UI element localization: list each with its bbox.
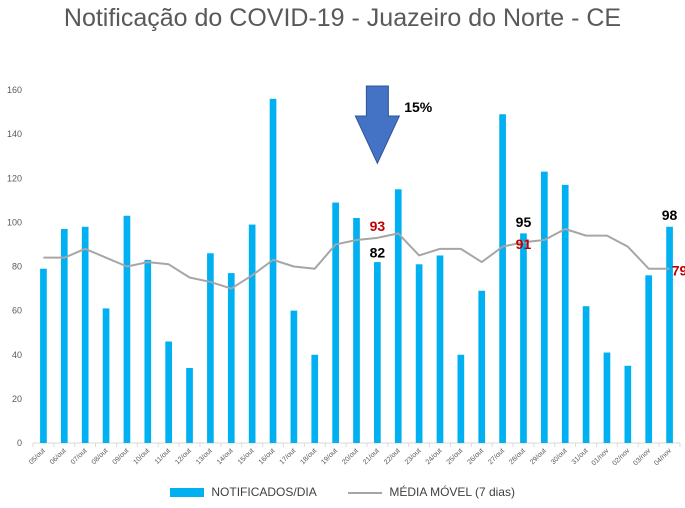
bar: [81, 226, 89, 443]
bar: [561, 184, 569, 443]
y-tick-label: 160: [7, 85, 22, 95]
bar: [415, 264, 423, 443]
bar: [374, 262, 381, 443]
x-tick-label: 09/out: [112, 447, 131, 466]
x-tick-label: 21/out: [362, 447, 381, 466]
y-tick-label: 80: [12, 262, 22, 272]
x-tick-label: 27/out: [487, 447, 506, 466]
bar: [353, 217, 360, 443]
y-tick-label: 0: [17, 438, 22, 448]
x-tick-label: 02/nov: [611, 447, 631, 467]
y-tick-label: 120: [7, 173, 22, 183]
legend-label-line: MÉDIA MÓVEL (7 dias): [389, 484, 515, 499]
x-tick-label: 08/out: [91, 447, 110, 466]
data-label: 79: [672, 262, 685, 278]
bar: [332, 202, 339, 443]
x-tick-label: 10/out: [132, 447, 151, 466]
x-tick-label: 14/out: [216, 447, 235, 466]
bar: [582, 306, 590, 443]
bar: [248, 224, 256, 443]
bar: [645, 275, 653, 443]
chart-title: Notificação do COVID-19 - Juazeiro do No…: [63, 4, 622, 32]
x-tick-label: 22/out: [383, 447, 402, 466]
bar: [436, 255, 444, 443]
y-tick-label: 40: [12, 350, 22, 360]
bar: [666, 226, 673, 443]
legend-label-bars: NOTIFICADOS/DIA: [211, 484, 317, 499]
x-tick-label: 03/nov: [632, 447, 652, 467]
x-tick-label: 06/out: [49, 447, 68, 466]
chart-legend: NOTIFICADOS/DIA MÉDIA MÓVEL (7 dias): [0, 484, 685, 499]
x-tick-label: 13/out: [195, 447, 214, 466]
legend-swatch-bar: [170, 488, 205, 498]
x-tick-label: 20/out: [341, 447, 360, 466]
bar: [269, 98, 277, 443]
x-tick-label: 07/out: [70, 447, 89, 466]
x-tick-label: 16/out: [258, 447, 277, 466]
bar: [40, 268, 47, 443]
bar: [186, 367, 193, 443]
bar: [520, 233, 527, 443]
legend-item-line: MÉDIA MÓVEL (7 dias): [348, 485, 515, 499]
bar: [102, 308, 110, 443]
legend-item-bars: NOTIFICADOS/DIA: [170, 485, 317, 499]
bar: [311, 354, 319, 443]
bar: [165, 341, 173, 443]
data-label: 95: [516, 214, 532, 230]
bar: [603, 352, 611, 443]
bar: [624, 365, 632, 443]
bar: [478, 290, 486, 443]
bar: [227, 273, 235, 443]
x-tick-label: 01/nov: [591, 447, 611, 467]
x-tick-label: 11/out: [154, 447, 172, 465]
x-tick-label: 31/out: [571, 447, 590, 466]
bar: [207, 253, 214, 443]
bar: [457, 354, 465, 443]
y-tick-label: 100: [7, 217, 22, 227]
arrow-down-icon: [354, 85, 401, 165]
y-tick-label: 20: [12, 394, 22, 404]
bar: [540, 171, 548, 443]
data-label: 15%: [404, 99, 433, 115]
x-tick-label: 30/out: [550, 447, 569, 466]
x-tick-label: 25/out: [446, 447, 465, 466]
x-tick-label: 17/out: [279, 447, 298, 466]
x-tick-label: 19/out: [320, 447, 339, 466]
x-tick-label: 15/out: [237, 447, 256, 466]
x-tick-label: 26/out: [466, 447, 485, 466]
y-tick-label: 140: [7, 129, 22, 139]
data-label: 91: [516, 236, 532, 252]
bar: [499, 114, 506, 444]
bar: [144, 259, 152, 443]
x-tick-label: 05/out: [28, 447, 47, 466]
x-tick-label: 12/out: [174, 447, 193, 466]
x-tick-label: 28/out: [508, 447, 527, 466]
x-tick-label: 29/out: [529, 447, 548, 466]
bar: [60, 228, 68, 443]
bar: [290, 310, 298, 443]
y-tick-label: 60: [12, 306, 22, 316]
bar: [123, 215, 131, 443]
x-tick-label: 23/out: [404, 447, 423, 466]
legend-swatch-line: [348, 491, 383, 494]
x-tick-label: 04/nov: [653, 447, 673, 467]
x-tick-label: 24/out: [425, 447, 444, 466]
data-label: 98: [662, 207, 678, 223]
data-label: 82: [370, 245, 386, 261]
data-label: 93: [370, 218, 386, 234]
x-tick-label: 18/out: [299, 447, 318, 466]
bar: [394, 189, 402, 443]
line-series-media-movel: [43, 227, 670, 290]
